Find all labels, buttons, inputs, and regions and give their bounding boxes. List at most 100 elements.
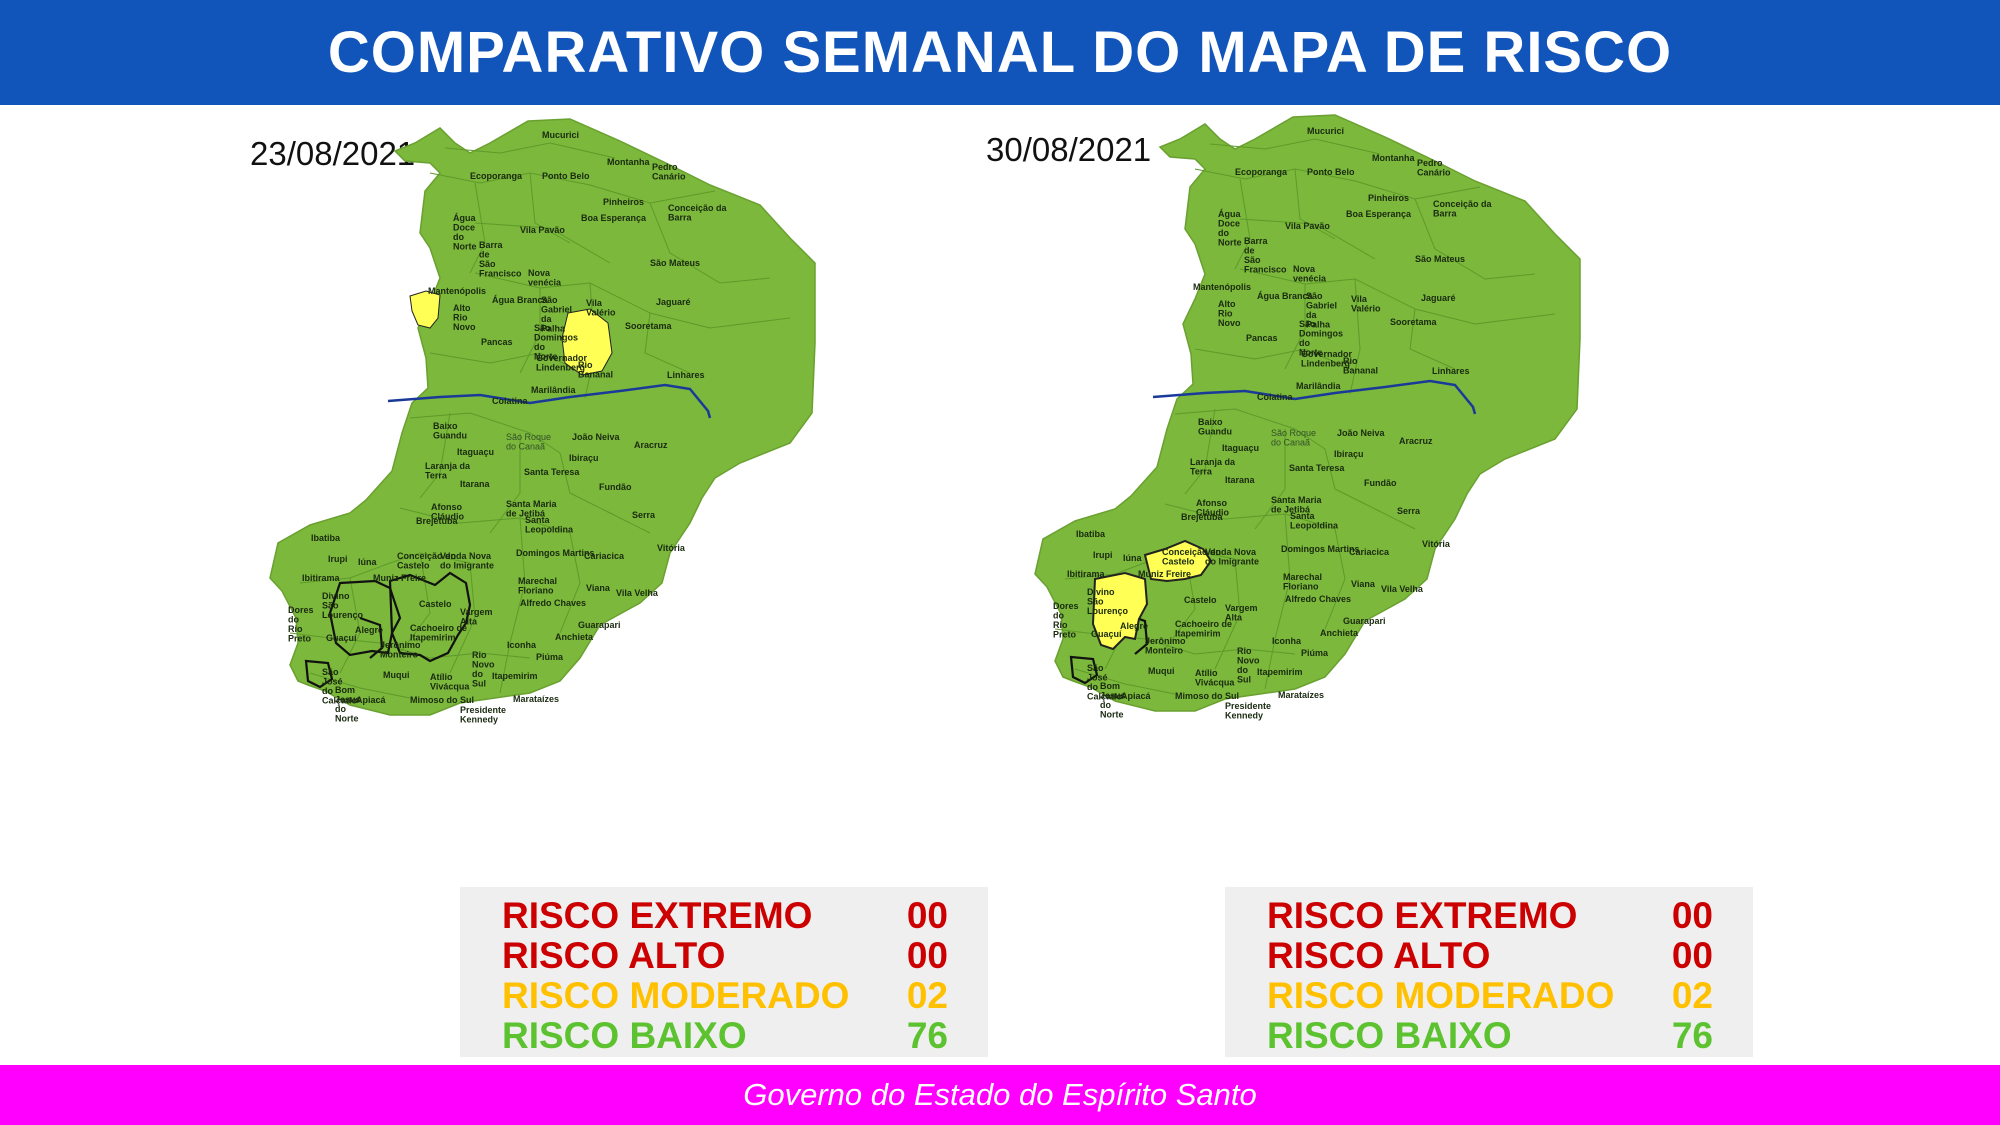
municipality-label: Ibitirama [302, 573, 341, 583]
map-panel-2: 30/08/2021 Mucurici Montanha Pedro Canário E… [765, 105, 1765, 1063]
municipality-label: Vila Pavão [520, 225, 565, 235]
municipality-label: Pedro Canário [652, 162, 686, 182]
municipal-border [1334, 488, 1416, 530]
legend-label: RISCO MODERADO [1267, 975, 1615, 1016]
municipality-label: Jaguaré [1421, 293, 1456, 303]
municipality-label: Brejetuba [416, 516, 459, 526]
municipal-border [474, 222, 611, 264]
municipal-border [499, 517, 526, 694]
municipality-label: Santa Maria de Jetibá [1271, 495, 1323, 515]
municipality-label: Venda Nova do Imigrante [440, 551, 494, 571]
municipality-label: Divino São Lourenço [1087, 587, 1129, 616]
municipality-label: Marechal Floriano [1283, 572, 1322, 592]
municipality-label: Muniz Freire [373, 573, 426, 583]
municipality-label: Iconha [507, 640, 537, 650]
espirito-santo-map: Mucurici Montanha Pedro Canário Ecoporanga Po… [1034, 109, 1635, 899]
municipality-label: São Roque do Canaã [1271, 428, 1316, 448]
municipality-label: Linhares [1432, 366, 1470, 376]
municipality-label: Santa Leopoldina [525, 515, 574, 535]
municipality-label: Alto Rio Novo [1218, 299, 1241, 328]
municipality-label: Piúma [1301, 648, 1329, 658]
municipality-label: Viana [1351, 579, 1376, 589]
municipal-border [519, 288, 541, 374]
municipal-border [529, 172, 571, 244]
municipality-label: Conceição da Barra [668, 203, 728, 223]
municipality-label: Apiacá [1121, 691, 1152, 701]
municipality-label: Muniz Freire [1138, 569, 1191, 579]
municipality-label: Itarana [460, 479, 491, 489]
municipality-label: Presidente Kennedy [1225, 701, 1271, 721]
municipality-label: Santa Leopoldina [1290, 511, 1339, 531]
moderate-risk-area [561, 308, 613, 376]
municipality-label: Laranja da Terra [425, 461, 471, 481]
municipality-label: Ibiraçu [1334, 449, 1364, 459]
municipal-border [1239, 218, 1376, 260]
municipality-label: Vila Velha [1381, 584, 1424, 594]
municipality-label: Ponto Belo [542, 171, 590, 181]
municipality-label: Mucurici [542, 130, 579, 140]
municipality-label: Pinheiros [603, 197, 644, 207]
municipality-label: Serra [632, 510, 656, 520]
municipality-label: Montanha [607, 157, 650, 167]
municipality-label: Rio Bananal [578, 360, 613, 380]
municipality-label: São Domingos do Norte [1299, 319, 1343, 358]
municipality-label: Ibitirama [1067, 569, 1106, 579]
municipality-label: Pancas [1246, 333, 1278, 343]
municipal-border [1294, 168, 1336, 240]
municipality-label: Anchieta [555, 632, 594, 642]
municipality-label: Ibatiba [311, 533, 341, 543]
municipality-label: Boa Esperança [581, 213, 647, 223]
map-svg: Mucurici Montanha Pedro Canário Ecoporanga Po… [1034, 114, 1581, 721]
legend-label: RISCO ALTO [1267, 935, 1491, 976]
municipality-label: Itapemirim [1257, 667, 1303, 677]
municipality-label: Governador Lindenberg [536, 353, 588, 373]
municipal-border [569, 492, 651, 534]
legend-label: RISCO ALTO [502, 935, 726, 976]
municipality-label: Vila Velha [616, 588, 659, 598]
municipality-label: Irupi [1093, 550, 1113, 560]
municipal-border [339, 577, 361, 674]
municipality-label: Barra de São Francisco [479, 240, 522, 279]
rio-doce-river [1152, 379, 1477, 415]
municipal-border [399, 552, 431, 654]
municipal-border [1284, 284, 1306, 370]
municipality-label: Iúna [358, 557, 377, 567]
legend-value: 00 [906, 895, 948, 936]
municipality-label: São Mateus [650, 258, 700, 268]
municipality-label: Água Branca [492, 295, 549, 305]
municipality-label: São Domingos do Norte [534, 323, 578, 362]
municipality-label: Santa Teresa [1289, 463, 1345, 473]
map-date: 30/08/2021 [986, 131, 1152, 168]
municipal-border [444, 142, 616, 159]
municipality-label: Mucurici [1307, 126, 1344, 136]
legend-row-extremo: RISCO EXTREMO 00 [502, 895, 948, 936]
municipality-label: Barra de São Francisco [1244, 236, 1287, 275]
municipality-label: Vitória [657, 543, 686, 553]
municipality-label: Jerônimo Monteiro [1145, 636, 1186, 656]
municipality-label: Fundão [599, 482, 632, 492]
municipality-label: Jaguaré [656, 297, 691, 307]
legend-row-extremo: RISCO EXTREMO 00 [1267, 895, 1713, 936]
espirito-santo-map: Mucurici Montanha Pedro Canário Ecoporanga Po… [269, 113, 870, 903]
legend-value: 00 [906, 935, 948, 976]
map-panel-1: 23/08/2021 Mucurici Montanha Pedro Canário E… [0, 105, 1000, 1063]
legend-row-alto: RISCO ALTO 00 [502, 935, 948, 976]
region-outline [388, 571, 472, 663]
risk-legend: RISCO EXTREMO 00 RISCO ALTO 00 RISCO MOD… [460, 887, 988, 1057]
municipal-border [1239, 268, 1556, 325]
municipality-label: Baixo Guandu [1198, 417, 1232, 437]
municipal-border [644, 312, 691, 374]
municipality-label: Rio Novo do Sul [472, 650, 495, 689]
municipality-label: Iconha [1272, 636, 1302, 646]
municipality-label: Ibiraçu [569, 453, 599, 463]
municipality-label: Vila Valério [1351, 294, 1381, 314]
municipality-label: Itaguaçu [1222, 443, 1259, 453]
municipality-label: Vila Pavão [1285, 221, 1330, 231]
municipality-label: Santa Teresa [524, 467, 580, 477]
municipality-label: Afonso Cláudio [1196, 498, 1230, 518]
moderate-risk-area [409, 290, 441, 329]
legend-row-moderado: RISCO MODERADO 02 [502, 975, 948, 1016]
municipality-label: Apiacá [356, 695, 387, 705]
municipality-label: Viana [586, 583, 611, 593]
municipality-label: Vargem Alta [1225, 603, 1258, 623]
